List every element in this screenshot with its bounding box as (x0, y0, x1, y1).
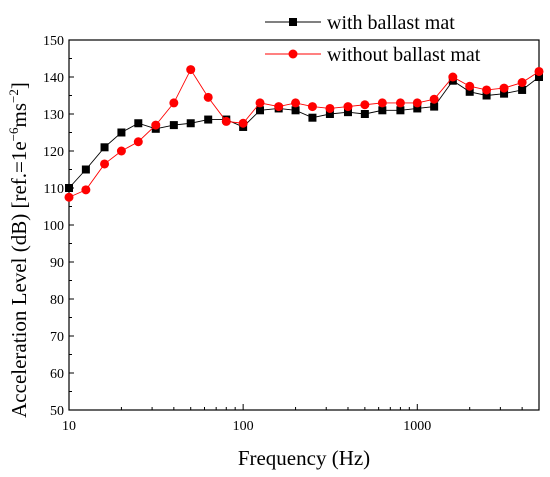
x-tick-label: 10 (62, 419, 76, 434)
y-tick-label: 50 (50, 404, 64, 419)
legend-label: with ballast mat (327, 12, 455, 34)
data-point-circle (116, 146, 126, 156)
data-point-circle (238, 118, 248, 128)
y-axis-title-sup: −6 (6, 127, 21, 141)
data-point-square (343, 108, 352, 117)
y-tick-label: 120 (43, 145, 64, 160)
data-point-circle (255, 98, 265, 108)
y-tick-label: 130 (43, 108, 64, 123)
data-point-circle (133, 137, 143, 147)
data-point-square (134, 119, 143, 128)
data-point-circle (429, 94, 439, 104)
data-point-square (500, 89, 509, 98)
data-point-circle (448, 72, 458, 82)
data-point-circle (395, 98, 405, 108)
data-point-circle (465, 81, 475, 91)
legend: with ballast mat without ballast mat (265, 12, 481, 66)
data-point-square (482, 91, 491, 100)
data-point-square (100, 143, 109, 152)
y-tick-label: 70 (50, 330, 64, 345)
data-point-circle (291, 98, 301, 108)
y-tick-label: 80 (50, 293, 64, 308)
data-point-circle (517, 78, 527, 88)
data-point-circle (307, 102, 317, 112)
data-point-circle (169, 98, 179, 108)
series-line (68, 68, 540, 198)
y-axis-title: Acceleration Level (dB) [ref.=1e−6ms−2] (6, 82, 31, 418)
data-point-square (308, 113, 317, 122)
y-tick-label: 110 (44, 182, 64, 197)
data-point-square (430, 102, 439, 111)
data-point-square (413, 104, 422, 113)
data-point-circle (534, 66, 544, 76)
legend-marker-square (289, 18, 297, 26)
legend-item-2: without ballast mat (265, 44, 481, 66)
y-tick-label: 60 (50, 367, 64, 382)
data-point-circle (81, 185, 91, 195)
data-point-square (360, 110, 369, 118)
data-point-square (256, 106, 265, 115)
data-point-square (291, 106, 300, 115)
x-axis: 10 100 1000 (62, 404, 540, 434)
series-2 (64, 65, 544, 202)
data-point-square (378, 106, 387, 115)
y-tick-label: 100 (43, 219, 64, 234)
data-point-square (204, 115, 213, 124)
data-point-square (186, 119, 195, 128)
data-point-square (169, 121, 178, 130)
data-point-circle (274, 102, 284, 112)
data-point-circle (343, 102, 353, 112)
data-point-square (325, 110, 334, 118)
data-point-circle (151, 120, 161, 130)
y-axis: 50 60 70 80 90 100 110 120 130 140 150 (43, 34, 74, 419)
data-point-circle (64, 192, 74, 202)
legend-label: without ballast mat (327, 44, 481, 66)
legend-marker-circle (288, 49, 298, 59)
series-1 (65, 73, 543, 192)
series-layer (64, 65, 544, 202)
data-point-square (396, 106, 405, 115)
data-point-circle (221, 116, 231, 126)
y-tick-label: 150 (43, 34, 64, 49)
x-tick-label: 100 (233, 419, 254, 434)
y-tick-label: 140 (43, 71, 64, 86)
data-point-square (117, 128, 126, 137)
data-point-circle (186, 65, 196, 75)
data-point-square (65, 184, 73, 192)
data-point-circle (325, 103, 335, 113)
data-point-circle (360, 100, 370, 110)
legend-item-1: with ballast mat (265, 12, 455, 34)
data-point-circle (499, 83, 509, 93)
y-axis-title-sup2: −2 (6, 89, 21, 103)
data-point-square (518, 85, 527, 94)
data-point-circle (482, 85, 492, 95)
data-point-circle (203, 92, 213, 102)
data-point-square (81, 165, 90, 174)
x-axis-title: Frequency (Hz) (238, 446, 370, 470)
y-axis-title-main: Acceleration Level (dB) [ref.=1e (7, 141, 31, 418)
series-line (68, 76, 540, 189)
y-axis-title-end: ] (7, 82, 31, 89)
data-point-square (535, 73, 543, 81)
data-point-circle (100, 159, 110, 169)
data-point-circle (377, 98, 387, 108)
y-tick-label: 90 (50, 256, 64, 271)
data-point-circle (412, 98, 422, 108)
y-axis-title-mid: ms (7, 103, 31, 128)
x-tick-label: 1000 (403, 419, 431, 434)
data-point-square (465, 87, 474, 96)
